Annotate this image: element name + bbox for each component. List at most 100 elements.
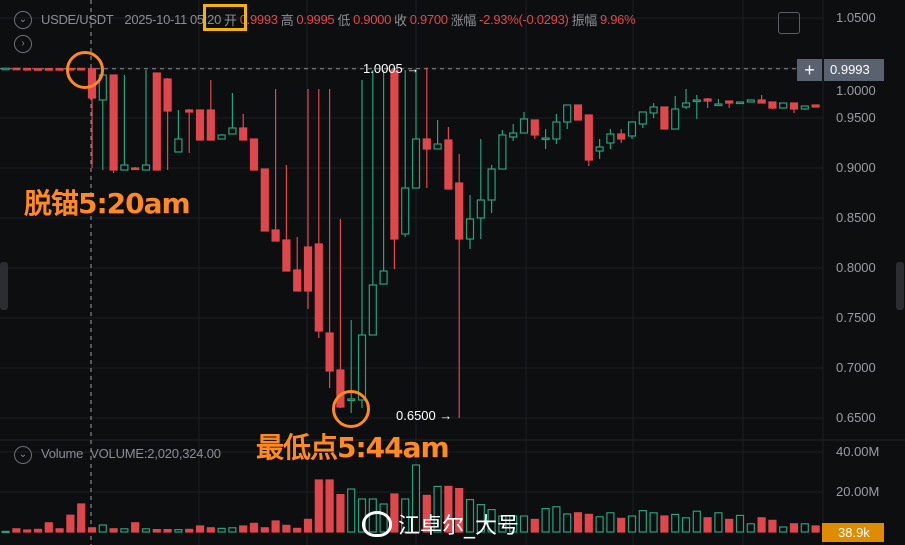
candle-body xyxy=(303,246,313,292)
volume-header: Volume VOLUME:2,020,324.00 xyxy=(41,446,221,461)
volume-value: VOLUME:2,020,324.00 xyxy=(90,446,221,461)
volume-bar xyxy=(401,498,410,533)
candle-body xyxy=(530,119,539,136)
plus-icon[interactable]: + xyxy=(797,59,822,81)
left-scroll-handle[interactable] xyxy=(0,262,8,310)
volume-bar xyxy=(800,523,809,533)
price-axis-label: 0.7500 xyxy=(836,310,876,325)
candle-body xyxy=(779,102,788,109)
candle-body xyxy=(422,138,431,150)
candle-body xyxy=(627,121,637,137)
high-label: 高 xyxy=(280,13,294,28)
fullscreen-icon[interactable] xyxy=(778,12,800,34)
volume-bar xyxy=(206,527,215,533)
volume-bar xyxy=(347,488,356,533)
volume-bar xyxy=(152,528,161,533)
volume-bar xyxy=(98,524,107,533)
right-scroll-handle[interactable] xyxy=(896,262,904,310)
volume-bar xyxy=(1,530,10,534)
volume-bar xyxy=(660,515,669,533)
current-price-tag: + 0.9993 xyxy=(797,59,884,81)
candle-body xyxy=(606,133,615,144)
amplitude-value: 9.96% xyxy=(599,12,636,27)
volume-bar xyxy=(217,527,226,533)
volume-bar xyxy=(77,503,86,533)
volume-bar xyxy=(789,523,799,533)
volume-bar xyxy=(541,508,550,533)
volume-bar xyxy=(433,485,442,533)
volume-bar xyxy=(66,514,75,533)
candle-body xyxy=(519,118,529,134)
candle-body xyxy=(44,67,53,71)
close-value: 0.9700 xyxy=(409,12,448,27)
price-axis-label: 1.0500 xyxy=(836,10,876,25)
volume-bar xyxy=(638,510,647,533)
volume-collapse-icon[interactable]: ⌄ xyxy=(14,446,32,464)
volume-bar xyxy=(703,517,712,533)
depeg-annotation: 脱锚5:20am xyxy=(24,187,191,220)
time-highlight-box xyxy=(203,4,247,31)
candle-body xyxy=(789,102,799,110)
candle-body xyxy=(757,99,766,104)
low-label: 低 xyxy=(337,13,351,28)
volume-bar xyxy=(746,523,755,533)
candle-body xyxy=(725,100,734,104)
volume-bar xyxy=(757,517,766,533)
volume-axis-label: 20.00M xyxy=(836,484,880,499)
candle-body xyxy=(714,103,723,107)
candle-body xyxy=(55,67,64,71)
volume-label: Volume xyxy=(41,446,84,461)
candle-body xyxy=(649,106,658,114)
change-label: 涨幅 xyxy=(450,13,477,28)
price-axis-label: 0.8000 xyxy=(836,260,876,275)
volume-bar xyxy=(811,525,820,533)
weibo-logo-icon xyxy=(362,511,392,537)
candle-body xyxy=(357,334,367,401)
collapse-chevron-icon[interactable]: ⌄ xyxy=(14,11,32,29)
candle-body xyxy=(487,168,496,201)
candle-body xyxy=(671,108,680,130)
candle-body xyxy=(131,167,140,171)
candle-body xyxy=(390,69,399,240)
candle-body xyxy=(206,109,215,141)
volume-bar xyxy=(768,519,777,533)
high-marker: 1.0005 → xyxy=(363,61,420,76)
change-value: -2.93%(-0.0293) xyxy=(479,12,569,27)
open-label: 开 xyxy=(224,13,237,28)
volume-bar xyxy=(606,512,615,533)
volume-bar xyxy=(390,493,399,533)
candle-body xyxy=(260,168,269,232)
candle-body xyxy=(692,99,701,103)
candle-body xyxy=(217,134,226,140)
candle-body xyxy=(185,109,194,113)
volume-bar xyxy=(455,488,464,533)
volume-bar xyxy=(185,528,194,533)
candle-body xyxy=(768,101,777,109)
volume-bar xyxy=(422,494,431,533)
price-axis-label: 0.7000 xyxy=(836,360,876,375)
low-marker: 0.6500 → xyxy=(396,408,453,423)
volume-bar xyxy=(617,517,626,533)
depeg-circle xyxy=(66,51,104,89)
close-label: 收 xyxy=(394,13,407,28)
volume-bar xyxy=(444,485,453,533)
volume-bar xyxy=(141,528,151,533)
expand-chevron-icon[interactable]: › xyxy=(14,35,32,53)
price-axis-label: 0.9500 xyxy=(836,110,876,125)
volume-bar xyxy=(465,499,475,533)
volume-bar xyxy=(627,515,637,533)
volume-bar xyxy=(228,527,237,533)
volume-bar xyxy=(671,513,680,533)
candle-body xyxy=(638,111,647,125)
volume-bar xyxy=(293,527,302,533)
candles xyxy=(1,67,820,418)
lowest-annotation: 最低点5:44am xyxy=(256,431,450,464)
candle-body xyxy=(563,104,572,123)
candle-body xyxy=(595,146,604,152)
volume-axis-label: 40.00M xyxy=(836,444,880,459)
candle-body xyxy=(735,101,745,105)
candle-body xyxy=(660,106,669,130)
candle-body xyxy=(746,99,755,103)
